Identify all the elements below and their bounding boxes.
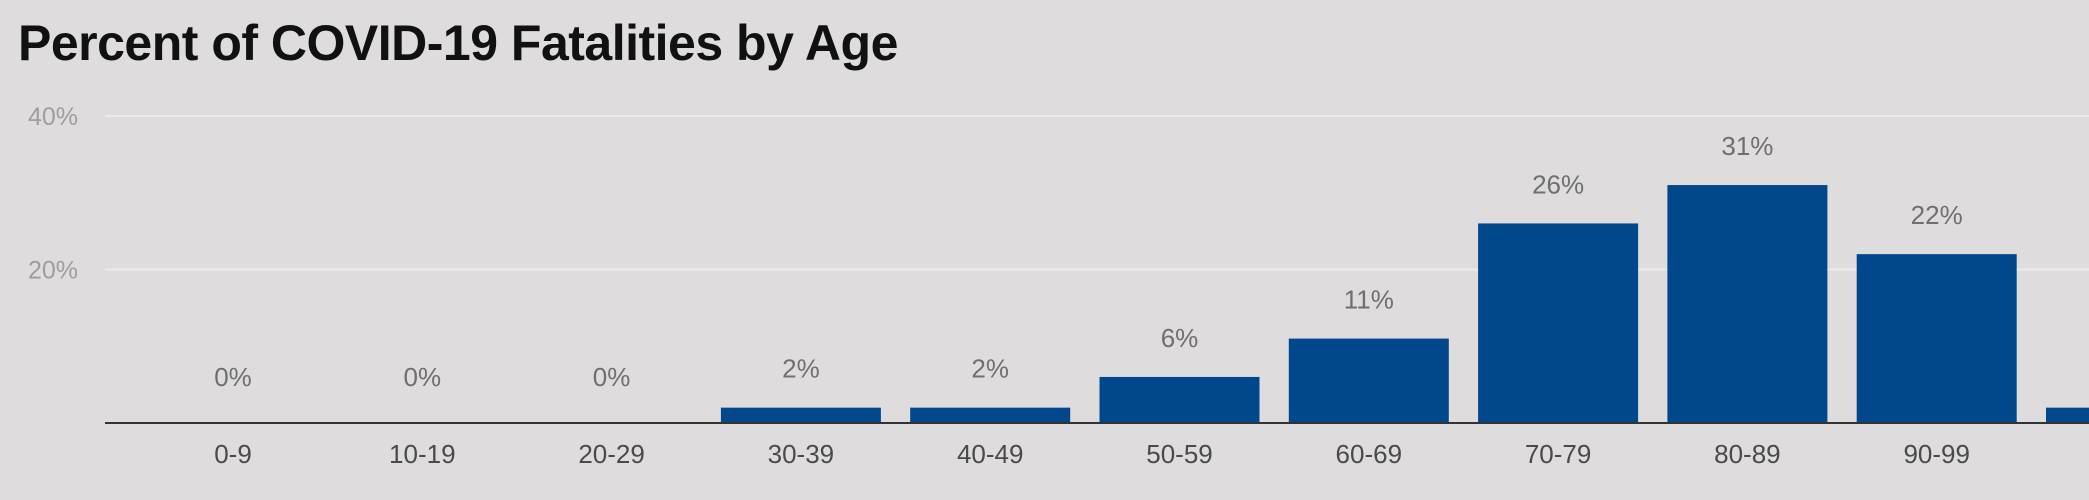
data-label: 22% bbox=[1911, 200, 1963, 230]
y-tick-label: 20% bbox=[28, 257, 78, 285]
data-label: 0% bbox=[404, 362, 442, 392]
bar bbox=[1667, 185, 1828, 423]
x-tick-label: 10-19 bbox=[389, 439, 456, 469]
data-label: 6% bbox=[1161, 323, 1199, 353]
data-label: 11% bbox=[1344, 285, 1394, 315]
bar bbox=[2046, 407, 2089, 423]
x-tick-label: 40-49 bbox=[957, 439, 1024, 469]
data-label: 2% bbox=[971, 354, 1009, 384]
y-tick-label: 40% bbox=[28, 103, 78, 131]
bar bbox=[720, 407, 881, 423]
bar bbox=[1856, 254, 2017, 423]
x-tick-label: 60-69 bbox=[1336, 439, 1403, 469]
bar bbox=[910, 407, 1071, 423]
data-label: 0% bbox=[214, 362, 252, 392]
bar bbox=[1478, 223, 1639, 423]
data-label: 2% bbox=[782, 354, 820, 384]
data-label: 0% bbox=[593, 362, 631, 392]
x-tick-label: 30-39 bbox=[768, 439, 835, 469]
x-tick-label: 90-99 bbox=[1903, 439, 1970, 469]
x-tick-label: 80-89 bbox=[1714, 439, 1781, 469]
x-tick-label: 0-9 bbox=[214, 439, 252, 469]
chart-title: Percent of COVID-19 Fatalities by Age bbox=[18, 15, 898, 71]
x-tick-label: 20-29 bbox=[578, 439, 645, 469]
bar bbox=[1288, 338, 1449, 423]
data-label: 26% bbox=[1532, 169, 1584, 199]
bar bbox=[1099, 376, 1260, 423]
data-label: 31% bbox=[1721, 131, 1773, 161]
x-tick-label: 70-79 bbox=[1525, 439, 1592, 469]
x-tick-label: 50-59 bbox=[1146, 439, 1213, 469]
